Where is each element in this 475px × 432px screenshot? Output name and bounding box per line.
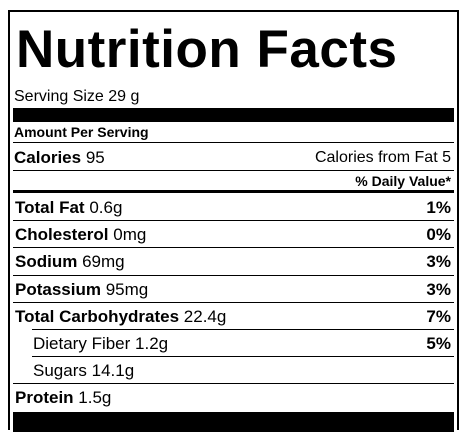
nutrient-amount: 1.5g <box>78 388 112 408</box>
nutrient-percent: 3% <box>426 252 451 272</box>
nutrient-row: Total Fat 0.6g 1% <box>13 194 454 221</box>
rule <box>13 383 454 385</box>
nutrient-percent: 0% <box>426 225 451 245</box>
calories-value: 95 <box>85 148 105 167</box>
nutrient-row: Protein 1.5g <box>13 384 454 411</box>
nutrient-row: Sugars 14.1g <box>13 357 454 384</box>
calories-label: Calories <box>14 148 82 167</box>
nutrient-amount: 14.1g <box>91 361 135 381</box>
nutrient-amount: 0mg <box>113 225 147 245</box>
amount-per-serving: Amount Per Serving <box>14 124 149 140</box>
daily-value-header: % Daily Value* <box>355 173 451 189</box>
calories-row: Calories 95 <box>14 148 105 168</box>
nutrient-amount: 69mg <box>82 252 125 272</box>
nutrient-row: Total Carbohydrates 22.4g 7% <box>13 303 454 330</box>
nutrient-percent: 3% <box>426 279 451 299</box>
rule <box>32 356 454 358</box>
calories-from-fat: Calories from Fat 5 <box>314 149 451 166</box>
nutrient-name: Cholesterol <box>15 225 109 245</box>
serving-size: Serving Size 29 g <box>14 88 140 105</box>
nutrient-row: Sodium 69mg 3% <box>13 248 454 275</box>
nutrient-percent: 5% <box>426 334 451 353</box>
nutrient-name: Dietary Fiber <box>33 334 131 353</box>
nutrient-amount: 95mg <box>105 279 149 299</box>
nutrient-name: Sodium <box>15 252 78 272</box>
nutrient-name: Protein <box>15 388 74 408</box>
nutrient-amount: 0.6g <box>89 198 123 217</box>
rule <box>13 274 454 276</box>
nutrient-amount: 1.2g <box>135 334 169 353</box>
nutrient-name: Total Carbohydrates <box>15 306 180 326</box>
nutrition-label: Nutrition Facts Serving Size 29 g Amount… <box>8 10 459 432</box>
title: Nutrition Facts <box>16 20 398 79</box>
nutrient-name: Potassium <box>15 279 101 299</box>
nutrient-row: Dietary Fiber 1.2g 5% <box>13 330 454 357</box>
nutrient-name: Sugars <box>33 361 87 381</box>
rule <box>13 170 454 171</box>
rule <box>13 301 454 303</box>
nutrient-row: Cholesterol 0mg 0% <box>13 221 454 248</box>
rule <box>13 247 454 249</box>
nutrient-row: Potassium 95mg 3% <box>13 276 454 303</box>
thick-rule <box>13 108 454 122</box>
nutrient-percent: 1% <box>426 198 451 217</box>
rule <box>13 220 454 222</box>
nutrient-amount: 22.4g <box>183 306 227 326</box>
rule <box>13 142 454 143</box>
nutrient-percent: 7% <box>426 306 451 326</box>
medium-rule <box>13 190 454 193</box>
rule <box>32 329 454 330</box>
thick-rule <box>13 412 454 432</box>
nutrient-name: Total Fat <box>15 198 85 217</box>
